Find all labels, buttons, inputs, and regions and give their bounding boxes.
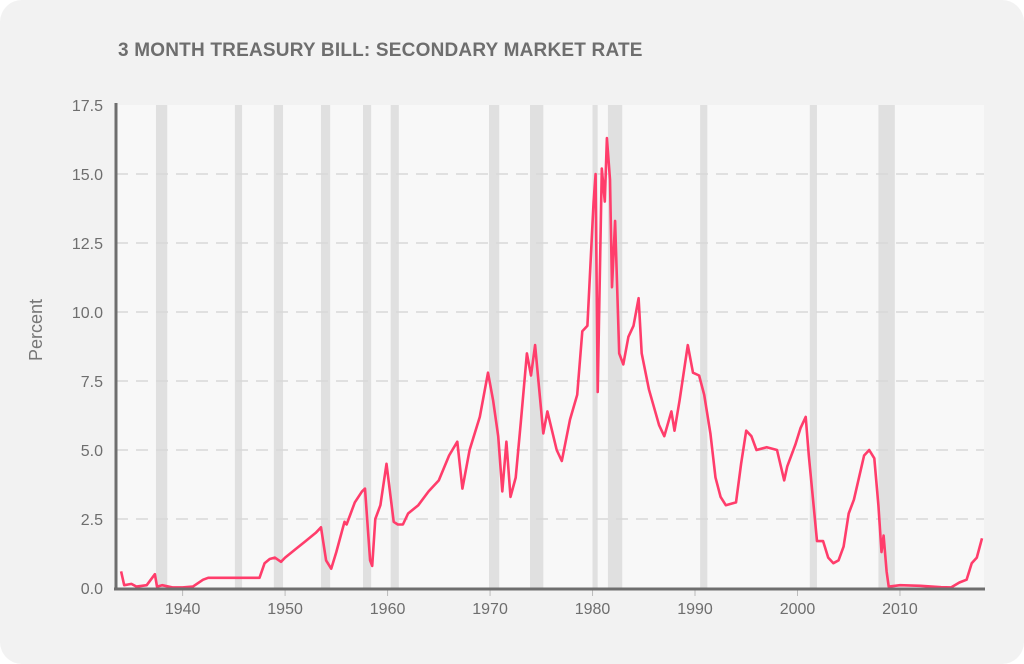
recession-band (155, 105, 168, 588)
y-tick-label: 10.0 (72, 305, 103, 322)
x-tick-label: 1990 (677, 601, 713, 618)
recession-band (390, 105, 399, 588)
plot-area (116, 105, 984, 588)
recession-band (273, 105, 284, 588)
y-axis-label: Percent (26, 299, 46, 361)
recession-band (530, 105, 544, 588)
x-tick-label: 2000 (780, 601, 816, 618)
chart-title: 3 MONTH TREASURY BILL: SECONDARY MARKET … (118, 40, 643, 61)
x-tick-label: 1940 (165, 601, 201, 618)
y-tick-label: 7.5 (81, 374, 103, 391)
recession-band (234, 105, 243, 588)
recession-band (320, 105, 331, 588)
recession-band (878, 105, 895, 588)
recession-band (362, 105, 372, 588)
y-tick-label: 15.0 (72, 167, 103, 184)
recession-band (809, 105, 817, 588)
x-tick-label: 1950 (267, 601, 303, 618)
y-tick-label: 0.0 (81, 581, 103, 598)
recession-band (700, 105, 708, 588)
x-tick-label: 1960 (370, 601, 406, 618)
series-line (119, 136, 984, 589)
x-tick-label: 2010 (882, 601, 918, 618)
recession-band (489, 105, 500, 588)
y-tick-label: 12.5 (72, 236, 103, 253)
x-tick-label: 1980 (575, 601, 611, 618)
y-tick-label: 17.5 (72, 98, 103, 115)
recession-band (592, 105, 598, 588)
y-tick-label: 5.0 (81, 443, 103, 460)
y-tick-label: 2.5 (81, 512, 103, 529)
x-tick-label: 1970 (472, 601, 508, 618)
